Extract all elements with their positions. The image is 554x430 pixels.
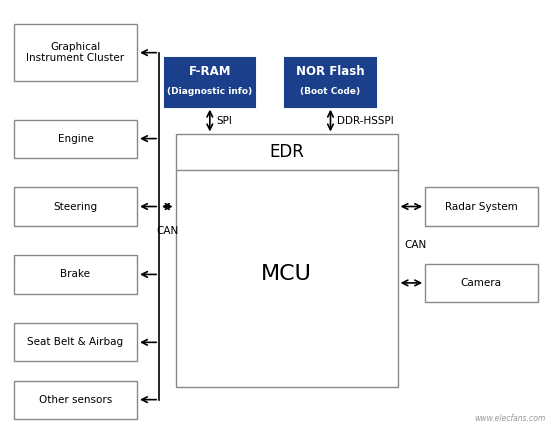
Bar [14,120,137,158]
Text: SPI: SPI [217,116,232,126]
Bar [425,187,537,226]
Bar [285,58,376,107]
Text: CAN: CAN [404,240,427,250]
Text: Engine: Engine [58,134,93,144]
Text: Graphical
Instrument Cluster: Graphical Instrument Cluster [27,42,125,64]
Text: MCU: MCU [261,264,312,284]
Bar [14,255,137,294]
Text: Camera: Camera [461,278,502,288]
Text: CAN: CAN [156,226,178,236]
Text: Seat Belt & Airbag: Seat Belt & Airbag [27,337,124,347]
Bar [14,323,137,362]
Bar [165,58,255,107]
Text: Brake: Brake [60,270,90,280]
Bar [176,134,398,387]
Bar [14,187,137,226]
Text: Radar System: Radar System [445,202,517,212]
Text: DDR-HSSPI: DDR-HSSPI [337,116,394,126]
Text: F-RAM: F-RAM [188,65,231,78]
Text: (Diagnostic info): (Diagnostic info) [167,87,253,96]
Text: www.elecfans.com: www.elecfans.com [474,414,546,423]
Bar [14,24,137,81]
Bar [425,264,537,302]
Text: (Boot Code): (Boot Code) [300,87,361,96]
Text: Other sensors: Other sensors [39,395,112,405]
Text: EDR: EDR [269,143,304,161]
Text: NOR Flash: NOR Flash [296,65,365,78]
Bar [14,381,137,419]
Text: Steering: Steering [53,202,98,212]
